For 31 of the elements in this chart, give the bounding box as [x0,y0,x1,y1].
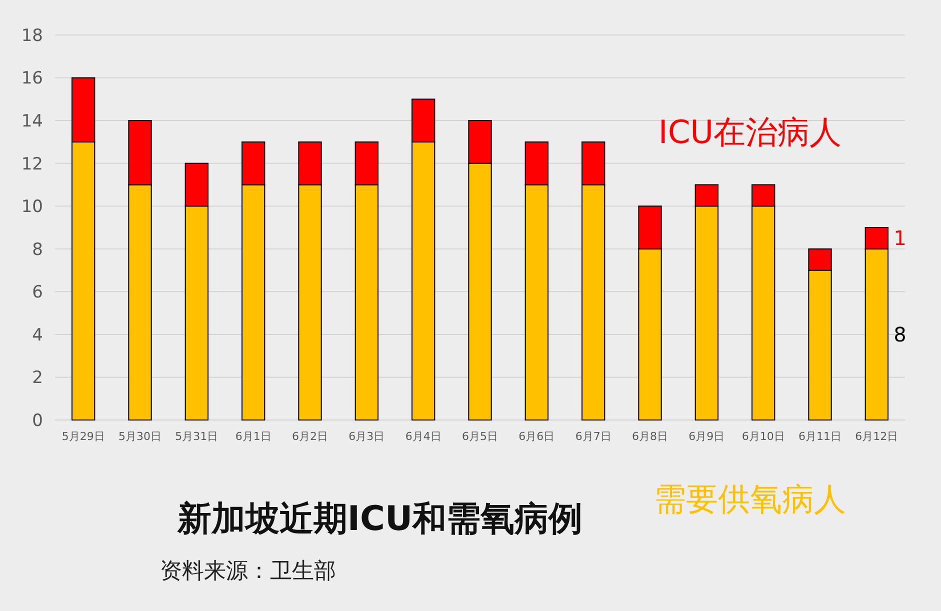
x-tick-label: 6月6日 [518,430,555,443]
y-tick-label: 0 [32,410,43,431]
x-tick-label: 6月5日 [462,430,498,443]
y-tick-label: 10 [21,197,43,218]
x-tick-label: 6月10日 [742,430,785,443]
y-tick-label: 6 [32,282,43,303]
data-label: 8 [894,322,906,346]
x-tick-label: 5月30日 [118,430,162,443]
x-tick-label: 6月11日 [798,430,842,443]
y-tick-label: 12 [21,154,43,174]
y-tick-label: 8 [32,240,43,260]
data-label: 1 [894,226,906,250]
series-label: ICU在治病人 [658,113,842,151]
text: 新加坡近期ICU和需氧病例 [176,499,583,539]
text: 资料来源：卫生部 [160,559,336,584]
x-tick-label: 6月3日 [348,430,385,443]
x-tick-label: 6月8日 [632,430,668,443]
x-tick-label: 6月2日 [292,430,328,443]
x-tick-label: 6月12日 [855,430,898,443]
y-tick-label: 4 [32,325,43,346]
x-tick-label: 6月7日 [575,430,612,443]
y-tick-label: 18 [21,26,43,46]
y-tick-label: 16 [21,68,43,89]
x-tick-label: 5月31日 [175,430,218,443]
series-label: 需要供氧病人 [654,480,846,518]
x-tick-label: 6月9日 [688,430,725,443]
y-tick-label: 2 [32,368,43,388]
x-tick-label: 6月4日 [405,430,442,443]
x-tick-label: 6月1日 [235,430,272,443]
x-tick-label: 5月29日 [62,430,105,443]
y-tick-label: 14 [21,112,43,132]
